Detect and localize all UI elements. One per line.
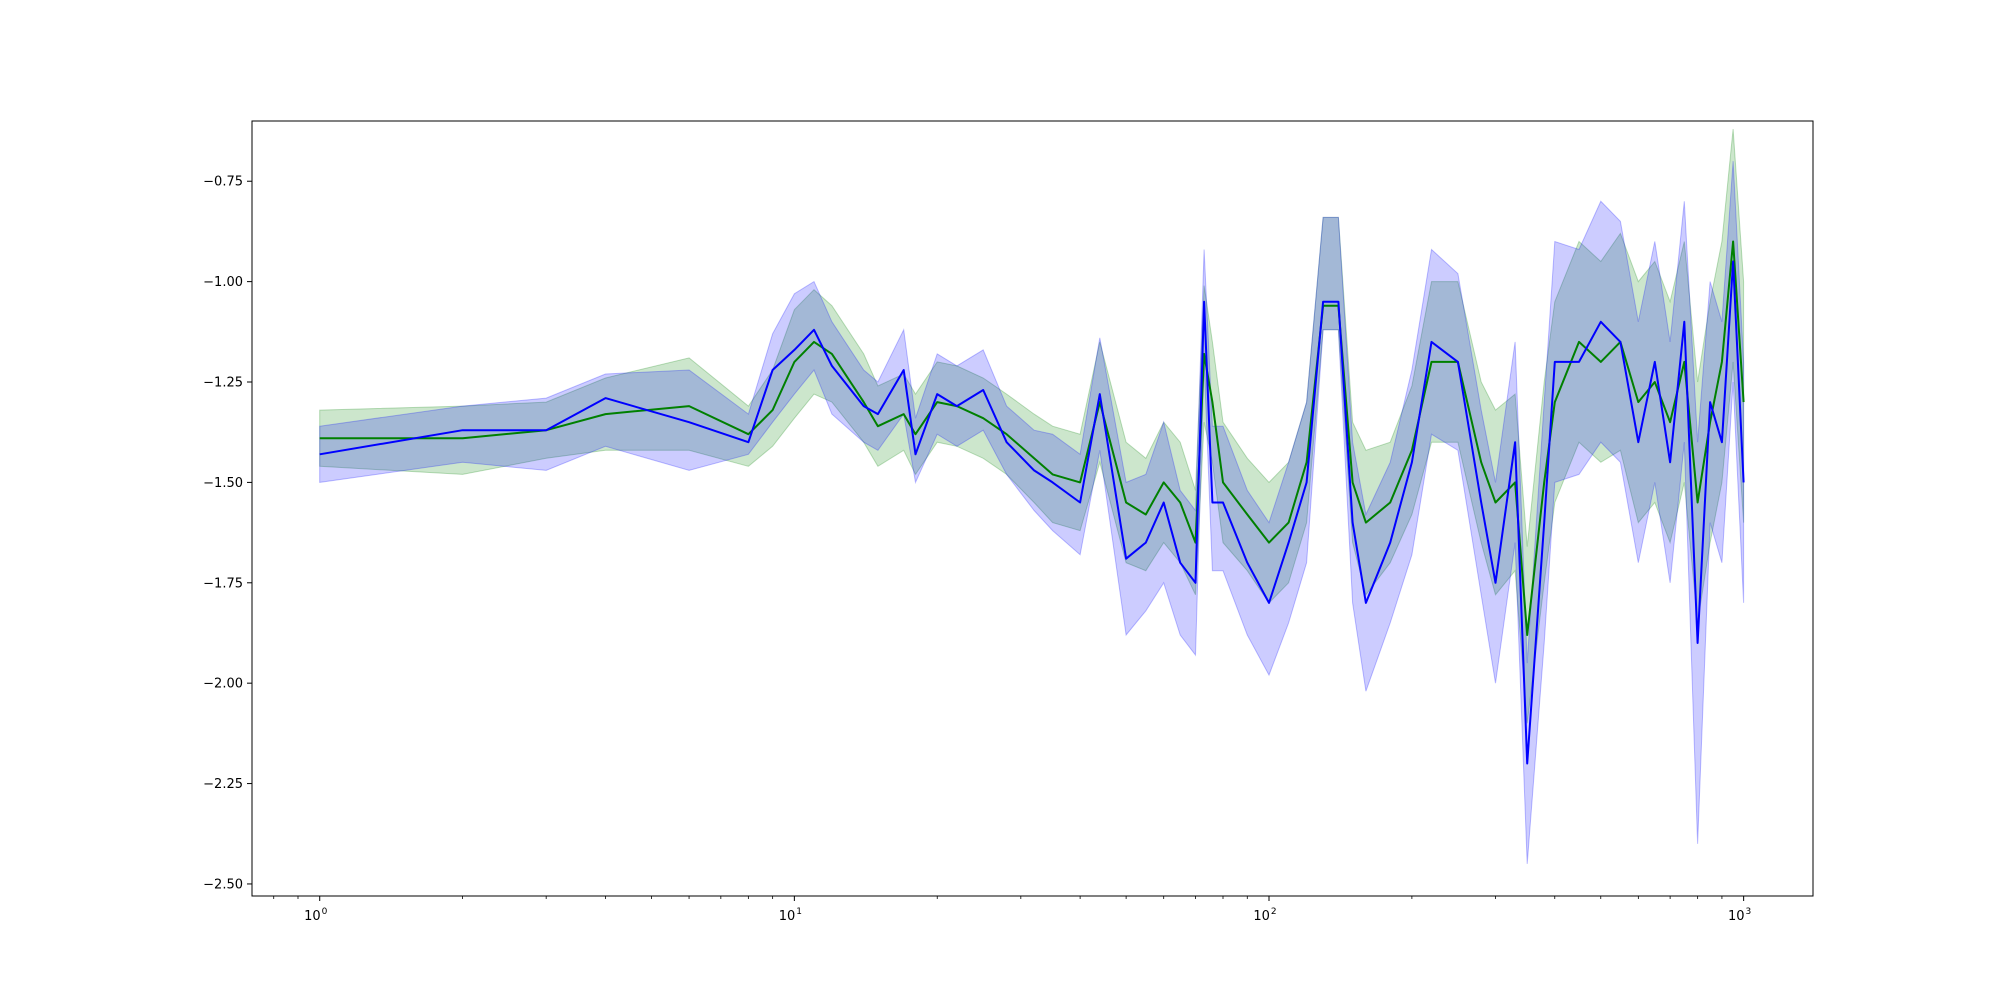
y-tick-label: −1.75 [203, 576, 243, 591]
y-tick-label: −1.00 [203, 275, 243, 290]
y-tick-label: −1.50 [203, 476, 243, 491]
series-lines [319, 240, 1745, 765]
y-axis: −0.75 −1.00 −1.25 −1.50 −1.75 −2.00 −2.25 −2.50 [203, 175, 252, 892]
plot-frame [251, 120, 1814, 897]
band-series-1 [319, 161, 1745, 864]
line-series-0 [319, 240, 1745, 636]
y-tick-label: −2.50 [203, 877, 243, 892]
y-tick-label: −1.25 [203, 376, 243, 391]
y-tick-label: −2.00 [203, 677, 243, 692]
confidence-bands [319, 128, 1745, 864]
line-series-1 [319, 260, 1745, 765]
y-tick-label: −2.25 [203, 777, 243, 792]
band-series-0 [319, 128, 1745, 724]
y-tick-label: −0.75 [203, 175, 243, 190]
